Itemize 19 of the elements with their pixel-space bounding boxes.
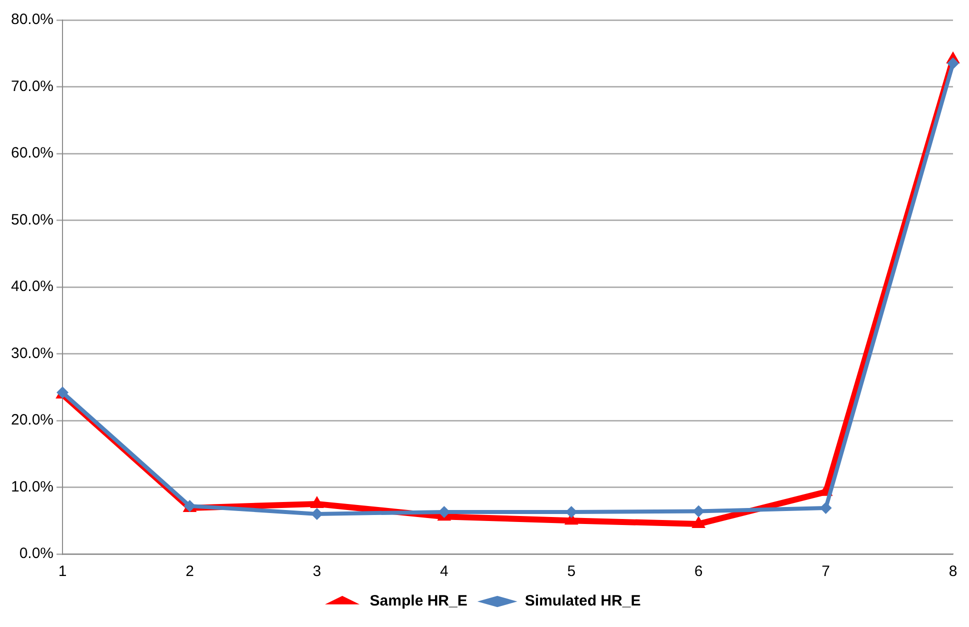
y-tick-label: 20.0% xyxy=(10,412,54,429)
x-tick-label: 4 xyxy=(440,563,448,580)
y-tick-label: 30.0% xyxy=(10,344,54,362)
y-tick-label: 10.0% xyxy=(10,478,54,496)
x-tick-label: 1 xyxy=(58,563,67,580)
x-tick-label: 5 xyxy=(567,563,576,580)
x-tick-label: 2 xyxy=(186,563,194,580)
y-tick-label: 60.0% xyxy=(10,144,54,162)
x-tick-label: 6 xyxy=(694,563,703,580)
y-tick-label: 80.0% xyxy=(10,11,54,28)
y-tick-label: 70.0% xyxy=(10,78,54,95)
x-tick-label: 7 xyxy=(822,563,830,580)
legend-label: Simulated HR_E xyxy=(524,592,641,610)
y-tick-label: 40.0% xyxy=(10,278,54,296)
x-tick-label: 3 xyxy=(312,563,322,580)
x-tick-label: 8 xyxy=(948,563,958,580)
y-tick-label: 0.0% xyxy=(19,545,54,562)
legend-label: Sample HR_E xyxy=(370,592,468,610)
y-tick-label: 50.0% xyxy=(10,211,54,228)
